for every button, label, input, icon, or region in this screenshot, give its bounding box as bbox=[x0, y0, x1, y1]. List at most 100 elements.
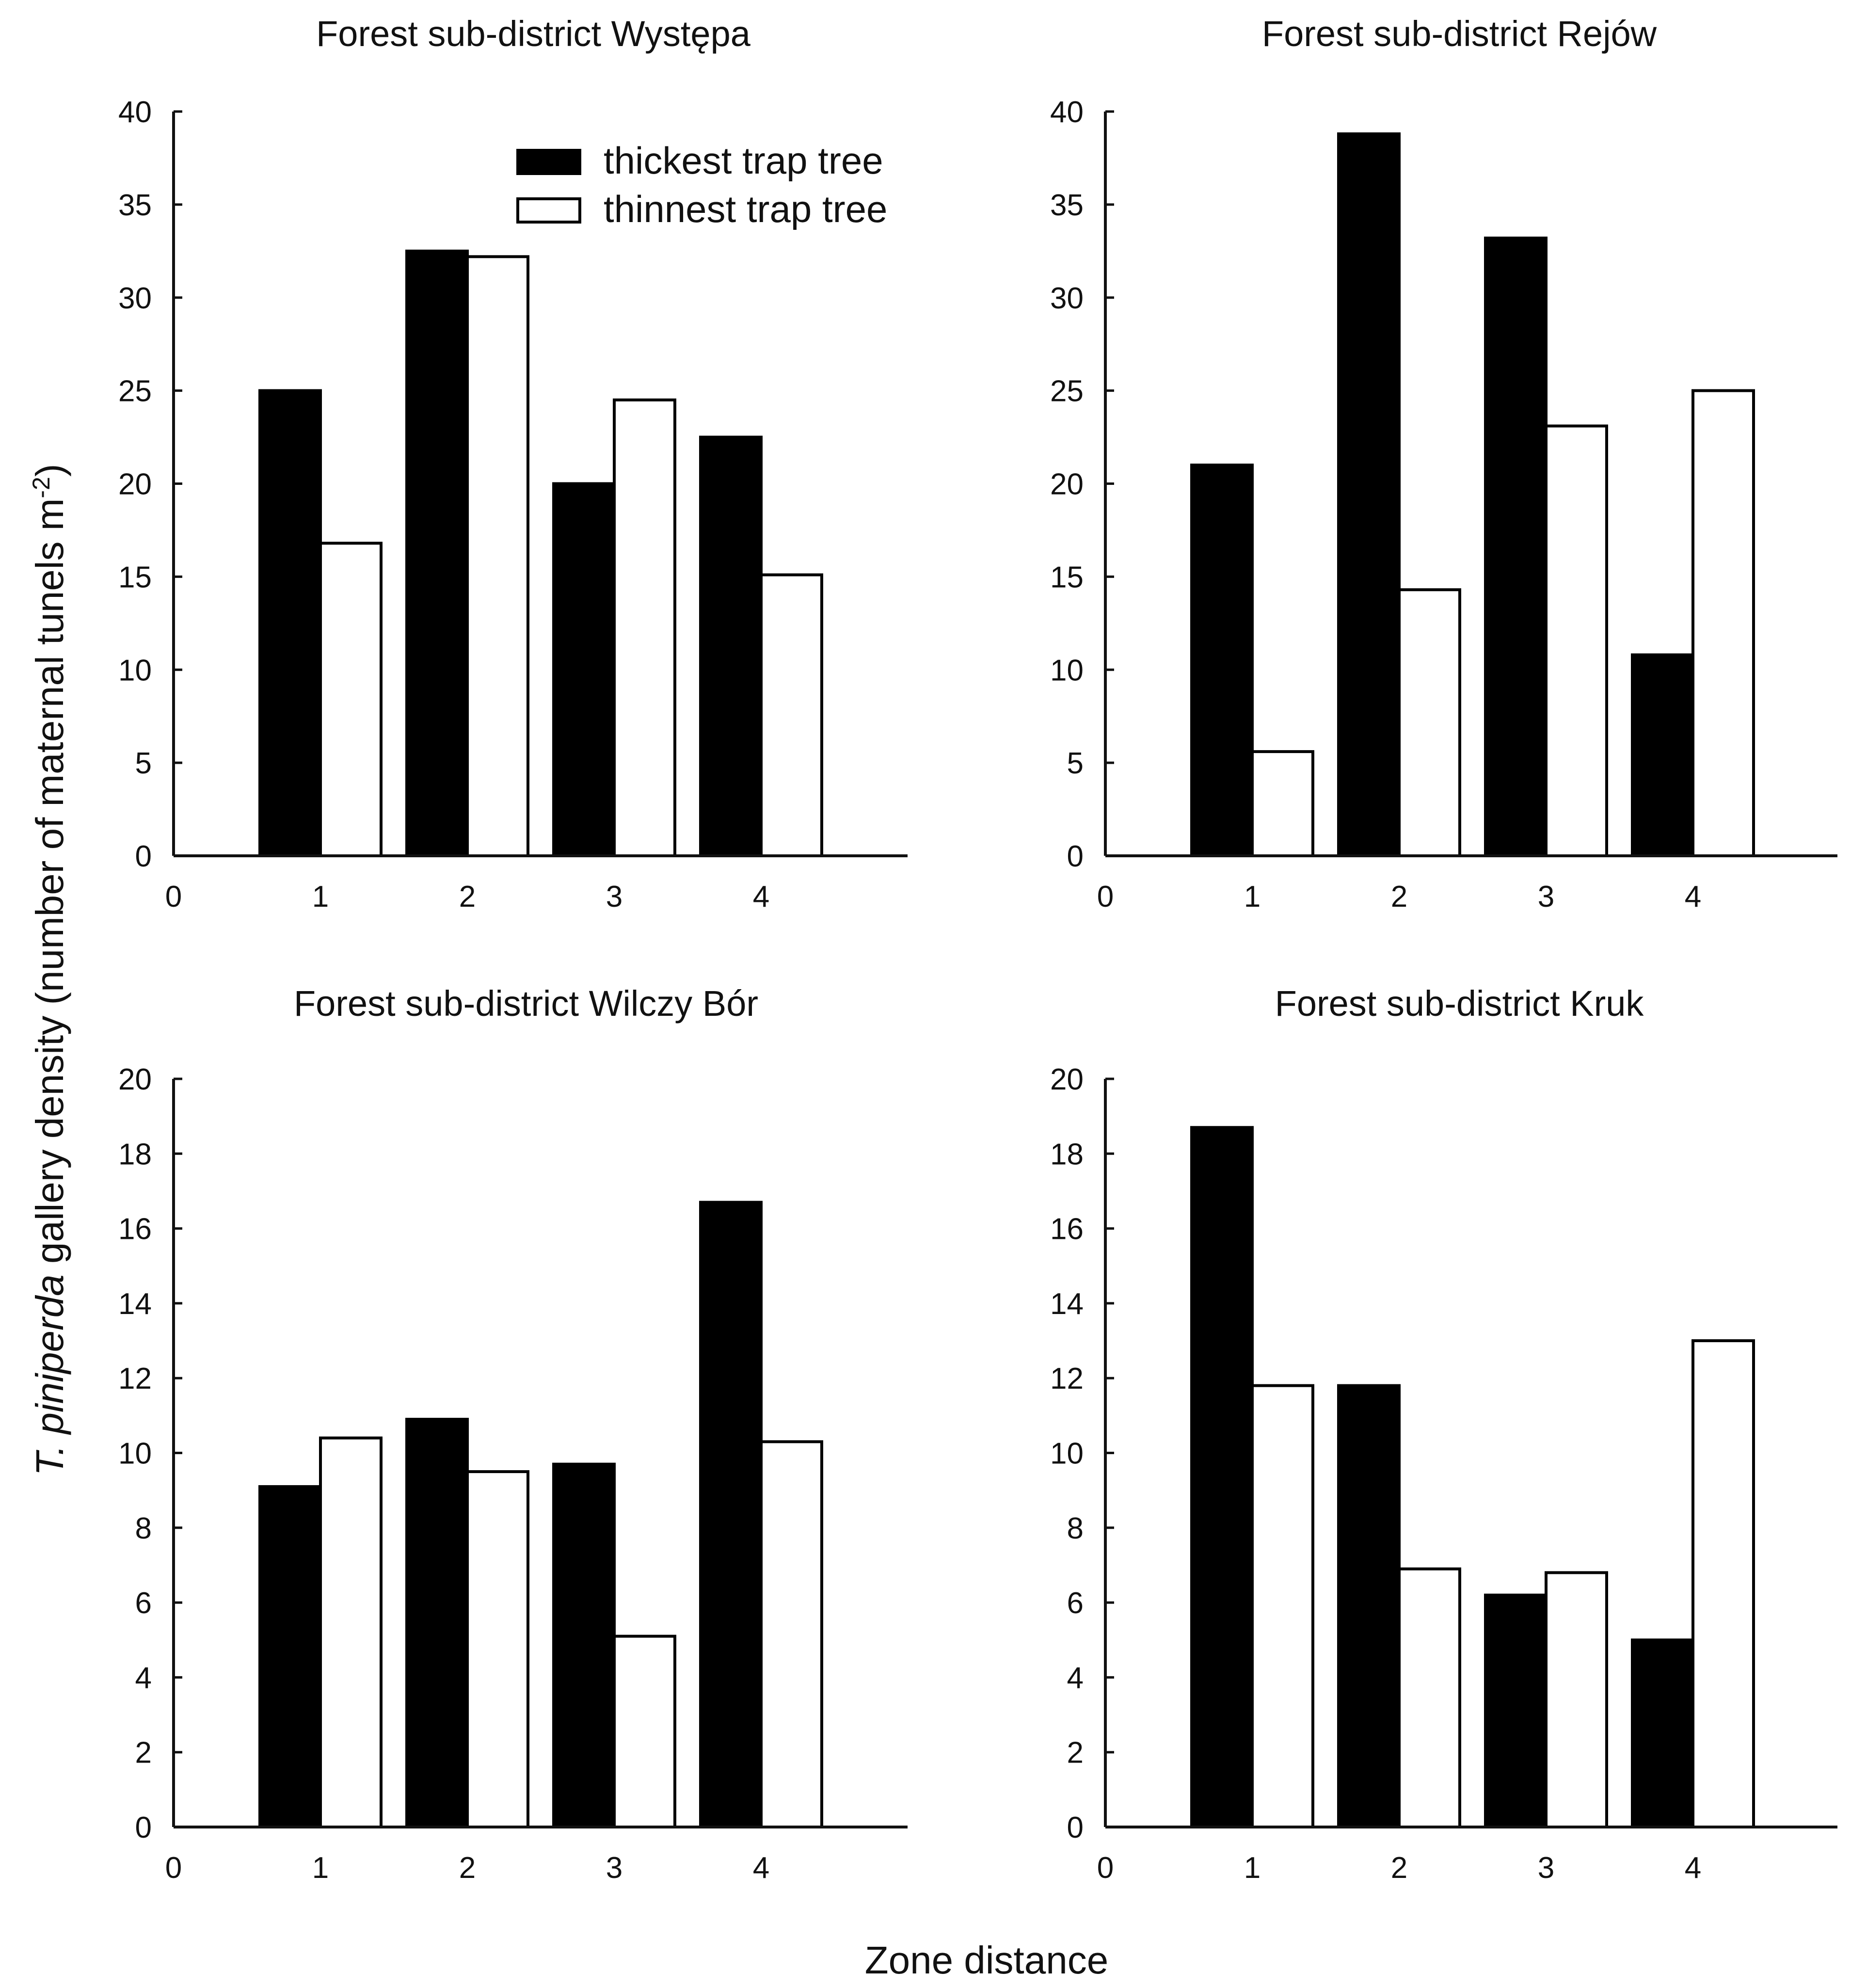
bar-thickest-zone-2 bbox=[405, 1418, 469, 1828]
bar-thickest-zone-3 bbox=[1484, 236, 1548, 858]
bar-thinnest-zone-2 bbox=[1398, 588, 1461, 858]
legend-label-thinnest: thinnest trap tree bbox=[604, 188, 887, 230]
x-tick-label: 4 bbox=[1685, 1851, 1701, 1885]
y-tick-label: 12 bbox=[1050, 1362, 1084, 1395]
y-tick-label: 10 bbox=[1050, 654, 1084, 687]
y-tick-label: 6 bbox=[1067, 1587, 1084, 1620]
bar-thickest-zone-3 bbox=[1484, 1593, 1548, 1828]
legend-label-thickest: thickest trap tree bbox=[604, 139, 883, 182]
panel-title: Forest sub-district Rejów bbox=[1262, 14, 1657, 54]
bar-thickest-zone-4 bbox=[1631, 1638, 1694, 1828]
x-tick-label: 3 bbox=[1538, 880, 1554, 914]
y-tick-label: 25 bbox=[118, 375, 152, 408]
chart-panel-2: Forest sub-district Rejów051015202530354… bbox=[1050, 14, 1837, 914]
y-tick-label: 10 bbox=[118, 654, 152, 687]
bar-thickest-zone-1 bbox=[1190, 464, 1254, 857]
bar-thinnest-zone-3 bbox=[1545, 1571, 1608, 1828]
bar-thickest-zone-2 bbox=[1337, 1384, 1401, 1828]
chart-panel-1: Forest sub-district Występa0510152025303… bbox=[118, 14, 908, 914]
y-tick-label: 6 bbox=[135, 1587, 152, 1620]
y-tick-label: 40 bbox=[118, 96, 152, 129]
legend-swatch-thinnest bbox=[516, 197, 581, 224]
y-tick-label: 4 bbox=[135, 1661, 152, 1695]
x-tick-label: 2 bbox=[459, 1851, 476, 1885]
bar-thickest-zone-2 bbox=[405, 249, 469, 857]
x-tick-label: 1 bbox=[312, 1851, 329, 1885]
panel-title: Forest sub-district Wilczy Bór bbox=[294, 983, 758, 1024]
y-tick-label: 30 bbox=[1050, 282, 1084, 315]
x-tick-label: 0 bbox=[165, 880, 182, 914]
bar-thinnest-zone-1 bbox=[319, 1436, 383, 1828]
y-tick-label: 14 bbox=[118, 1287, 152, 1321]
y-tick-label: 25 bbox=[1050, 375, 1084, 408]
y-tick-label: 10 bbox=[1050, 1437, 1084, 1471]
y-tick-label: 15 bbox=[1050, 561, 1084, 594]
legend-swatch-thickest bbox=[516, 149, 581, 175]
x-tick-label: 2 bbox=[459, 880, 476, 914]
bar-thickest-zone-1 bbox=[258, 389, 322, 857]
bar-thinnest-zone-3 bbox=[1545, 424, 1608, 857]
y-axis-label: T. piniperda gallery density (number of … bbox=[28, 464, 71, 1476]
x-tick-label: 0 bbox=[1097, 880, 1114, 914]
bar-thinnest-zone-2 bbox=[1398, 1567, 1461, 1829]
y-tick-label: 30 bbox=[118, 282, 152, 315]
y-tick-label: 0 bbox=[1067, 1811, 1084, 1844]
bar-thinnest-zone-2 bbox=[466, 255, 529, 858]
bar-thinnest-zone-3 bbox=[613, 398, 676, 857]
bar-thinnest-zone-1 bbox=[1251, 1384, 1314, 1828]
x-tick-label: 4 bbox=[1685, 880, 1701, 914]
x-tick-label: 1 bbox=[312, 880, 329, 914]
y-tick-label: 4 bbox=[1067, 1661, 1084, 1695]
x-axis-label: Zone distance bbox=[865, 1939, 1109, 1982]
x-tick-label: 3 bbox=[606, 1851, 622, 1885]
y-tick-label: 20 bbox=[1050, 468, 1084, 501]
y-tick-label: 8 bbox=[1067, 1512, 1084, 1545]
y-tick-label: 5 bbox=[135, 747, 152, 780]
y-tick-label: 18 bbox=[1050, 1138, 1084, 1171]
y-tick-label: 16 bbox=[118, 1213, 152, 1246]
x-tick-label: 4 bbox=[753, 1851, 769, 1885]
y-tick-label: 20 bbox=[118, 1063, 152, 1096]
y-tick-label: 0 bbox=[1067, 840, 1084, 873]
bar-thickest-zone-3 bbox=[552, 482, 616, 857]
x-tick-label: 1 bbox=[1244, 880, 1261, 914]
x-tick-label: 1 bbox=[1244, 1851, 1261, 1885]
bar-thinnest-zone-2 bbox=[466, 1470, 529, 1828]
bar-thinnest-zone-1 bbox=[1251, 750, 1314, 857]
bar-thinnest-zone-4 bbox=[760, 573, 823, 857]
chart-panel-3: Forest sub-district Wilczy Bór0246810121… bbox=[118, 983, 908, 1885]
bar-thickest-zone-1 bbox=[1190, 1126, 1254, 1828]
bar-thickest-zone-1 bbox=[258, 1485, 322, 1829]
chart-panel-4: Forest sub-district Kruk0246810121416182… bbox=[1050, 983, 1837, 1885]
panel-title: Forest sub-district Kruk bbox=[1275, 983, 1644, 1024]
bar-thinnest-zone-4 bbox=[1691, 1339, 1755, 1829]
y-tick-label: 0 bbox=[135, 840, 152, 873]
y-tick-label: 0 bbox=[135, 1811, 152, 1844]
bar-thickest-zone-4 bbox=[699, 1201, 763, 1828]
y-tick-label: 10 bbox=[118, 1437, 152, 1471]
y-tick-label: 20 bbox=[118, 468, 152, 501]
y-tick-label: 2 bbox=[135, 1736, 152, 1770]
x-tick-label: 3 bbox=[1538, 1851, 1554, 1885]
y-tick-label: 16 bbox=[1050, 1213, 1084, 1246]
bar-thickest-zone-3 bbox=[552, 1462, 616, 1828]
panel-title: Forest sub-district Występa bbox=[316, 14, 751, 54]
bar-thinnest-zone-4 bbox=[1691, 389, 1755, 857]
y-tick-label: 18 bbox=[118, 1138, 152, 1171]
y-tick-label: 20 bbox=[1050, 1063, 1084, 1096]
x-tick-label: 0 bbox=[1097, 1851, 1114, 1885]
y-tick-label: 35 bbox=[118, 189, 152, 222]
y-tick-label: 35 bbox=[1050, 189, 1084, 222]
y-tick-label: 15 bbox=[118, 561, 152, 594]
y-tick-label: 5 bbox=[1067, 747, 1084, 780]
y-tick-label: 2 bbox=[1067, 1736, 1084, 1770]
bar-thinnest-zone-3 bbox=[613, 1635, 676, 1828]
y-tick-label: 40 bbox=[1050, 96, 1084, 129]
bar-thickest-zone-2 bbox=[1337, 132, 1401, 857]
legend: thickest trap tree thinnest trap tree bbox=[516, 139, 887, 230]
bar-thickest-zone-4 bbox=[1631, 653, 1694, 858]
chart-panels: Forest sub-district Występa0510152025303… bbox=[118, 14, 1837, 1885]
bar-thinnest-zone-4 bbox=[760, 1440, 823, 1828]
x-tick-label: 2 bbox=[1391, 880, 1407, 914]
